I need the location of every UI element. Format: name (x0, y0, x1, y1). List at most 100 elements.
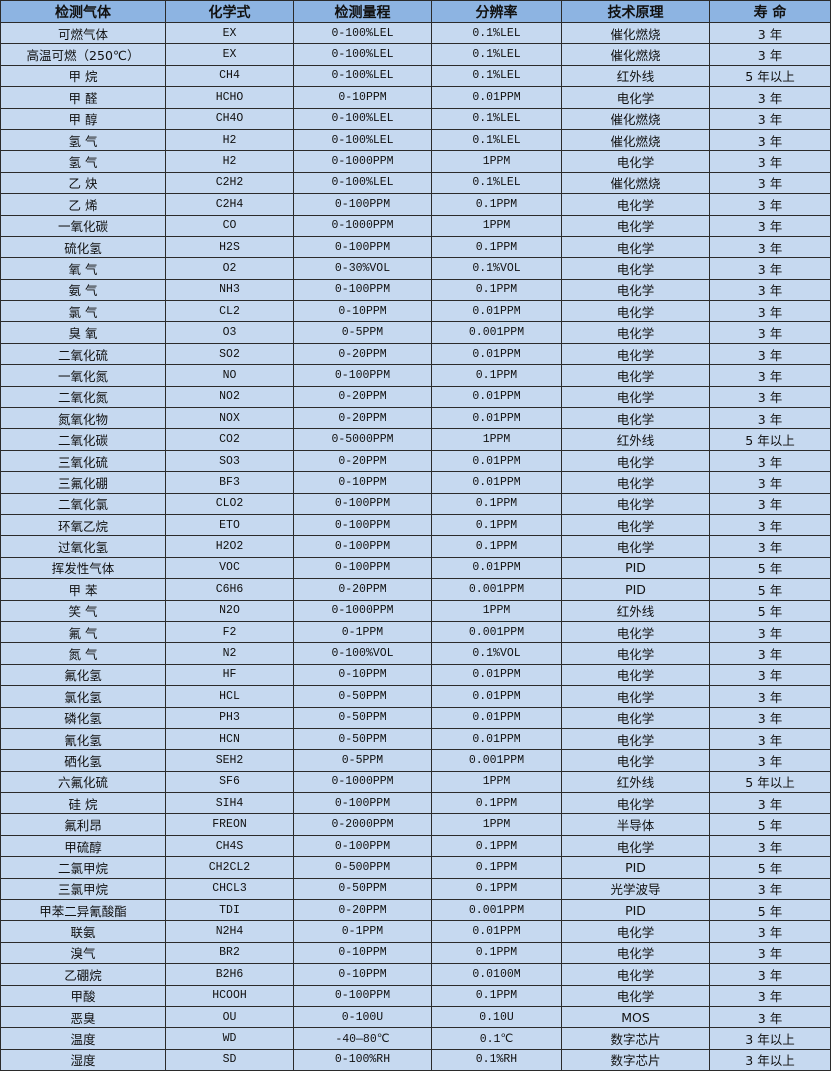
range-cell: 0-100%LEL (293, 171, 432, 195)
lifetime-cell: 3 年 (709, 257, 831, 280)
formula-cell: CH4O (165, 107, 294, 130)
range-cell: 0-100%LEL (293, 43, 432, 66)
header-lifetime: 寿 命 (709, 0, 831, 23)
lifetime-cell: 3 年 (709, 941, 831, 965)
formula-cell: SIH4 (165, 792, 294, 815)
principle-cell: 数字芯片 (561, 1048, 710, 1072)
principle-cell: 电化学 (561, 235, 710, 259)
range-cell: 0-5PPM (293, 749, 432, 772)
resolution-cell: 0.01PPM (431, 727, 562, 751)
principle-cell: 电化学 (561, 642, 710, 665)
formula-cell: SEH2 (165, 749, 294, 772)
header-row: 检测气体 化学式 检测量程 分辨率 技术原理 寿 命 (0, 0, 831, 23)
principle-cell: 电化学 (561, 257, 710, 280)
gas-cell: 硒化氢 (0, 749, 166, 772)
range-cell: 0-100%LEL (293, 64, 432, 88)
formula-cell: NO2 (165, 385, 294, 409)
table-body: 可燃气体 EX 0-100%LEL 0.1%LEL 催化燃烧 3 年高温可燃（250℃） E… (0, 21, 831, 1072)
principle-cell: 电化学 (561, 963, 710, 986)
table-row: 二氧化碳 CO2 0-5000PPM 1PPM 红外线 5 年以上 (0, 428, 831, 451)
lifetime-cell: 3 年 (709, 449, 831, 473)
gas-cell: 氢 气 (0, 128, 166, 152)
formula-cell: O2 (165, 257, 294, 280)
principle-cell: 电化学 (561, 792, 710, 815)
lifetime-cell: 3 年 (709, 642, 831, 665)
gas-cell: 氮氧化物 (0, 407, 166, 430)
lifetime-cell: 3 年 (709, 21, 831, 45)
range-cell: 0-100PPM (293, 193, 432, 216)
principle-cell: PID (561, 899, 710, 922)
range-cell: 0-10PPM (293, 86, 432, 109)
gas-cell: 三氟化硼 (0, 471, 166, 494)
table-row: 氰化氢 HCN 0-50PPM 0.01PPM 电化学 3 年 (0, 727, 831, 751)
resolution-cell: 0.1%RH (431, 1048, 562, 1072)
resolution-cell: 0.001PPM (431, 321, 562, 344)
lifetime-cell: 3 年 (709, 407, 831, 430)
gas-cell: 联氨 (0, 920, 166, 943)
resolution-cell: 0.1PPM (431, 235, 562, 259)
lifetime-cell: 3 年 (709, 43, 831, 66)
range-cell: 0-50PPM (293, 877, 432, 901)
lifetime-cell: 3 年 (709, 321, 831, 344)
formula-cell: SF6 (165, 770, 294, 794)
table-row: 过氧化氢 H2O2 0-100PPM 0.1PPM 电化学 3 年 (0, 535, 831, 558)
principle-cell: 红外线 (561, 599, 710, 622)
table-row: 甲 苯 C6H6 0-20PPM 0.001PPM PID 5 年 (0, 578, 831, 601)
resolution-cell: 0.1PPM (431, 834, 562, 858)
lifetime-cell: 3 年 (709, 706, 831, 729)
formula-cell: HCL (165, 685, 294, 708)
table-row: 高温可燃（250℃） EX 0-100%LEL 0.1%LEL 催化燃烧 3 年 (0, 43, 831, 66)
principle-cell: 数字芯片 (561, 1027, 710, 1050)
formula-cell: SO3 (165, 449, 294, 473)
lifetime-cell: 3 年 (709, 920, 831, 943)
formula-cell: NO (165, 364, 294, 387)
range-cell: 0-100%LEL (293, 107, 432, 130)
table-row: 联氨 N2H4 0-1PPM 0.01PPM 电化学 3 年 (0, 920, 831, 943)
formula-cell: H2 (165, 128, 294, 152)
lifetime-cell: 5 年以上 (709, 64, 831, 88)
resolution-cell: 1PPM (431, 770, 562, 794)
resolution-cell: 0.01PPM (431, 300, 562, 323)
lifetime-cell: 3 年 (709, 620, 831, 644)
resolution-cell: 0.01PPM (431, 449, 562, 473)
gas-cell: 湿度 (0, 1048, 166, 1072)
lifetime-cell: 3 年 (709, 513, 831, 537)
lifetime-cell: 3 年 (709, 107, 831, 130)
principle-cell: 电化学 (561, 727, 710, 751)
table-row: 三氧化硫 SO3 0-20PPM 0.01PPM 电化学 3 年 (0, 449, 831, 473)
resolution-cell: 0.1%LEL (431, 43, 562, 66)
table-row: 氢 气 H2 0-100%LEL 0.1%LEL 催化燃烧 3 年 (0, 128, 831, 152)
table-row: 温度 WD -40—80℃ 0.1℃ 数字芯片 3 年以上 (0, 1027, 831, 1050)
range-cell: 0-100PPM (293, 556, 432, 580)
range-cell: 0-20PPM (293, 342, 432, 366)
resolution-cell: 0.01PPM (431, 663, 562, 687)
gas-cell: 恶臭 (0, 1005, 166, 1029)
range-cell: 0-50PPM (293, 685, 432, 708)
lifetime-cell: 3 年 (709, 342, 831, 366)
table-row: 硅 烷 SIH4 0-100PPM 0.1PPM 电化学 3 年 (0, 792, 831, 815)
resolution-cell: 0.1%LEL (431, 171, 562, 195)
range-cell: 0-10PPM (293, 941, 432, 965)
lifetime-cell: 3 年 (709, 128, 831, 152)
resolution-cell: 0.0100M (431, 963, 562, 986)
range-cell: 0-20PPM (293, 407, 432, 430)
formula-cell: FREON (165, 813, 294, 836)
resolution-cell: 0.001PPM (431, 620, 562, 644)
resolution-cell: 0.1%VOL (431, 257, 562, 280)
range-cell: 0-100PPM (293, 984, 432, 1007)
gas-cell: 氢 气 (0, 150, 166, 173)
range-cell: 0-10PPM (293, 300, 432, 323)
range-cell: 0-100PPM (293, 535, 432, 558)
resolution-cell: 0.1PPM (431, 278, 562, 302)
lifetime-cell: 5 年 (709, 556, 831, 580)
table-row: 二氧化硫 SO2 0-20PPM 0.01PPM 电化学 3 年 (0, 342, 831, 366)
resolution-cell: 0.1%VOL (431, 642, 562, 665)
principle-cell: 电化学 (561, 663, 710, 687)
gas-cell: 硫化氢 (0, 235, 166, 259)
table-row: 甲硫醇 CH4S 0-100PPM 0.1PPM 电化学 3 年 (0, 834, 831, 858)
principle-cell: 电化学 (561, 364, 710, 387)
principle-cell: 半导体 (561, 813, 710, 836)
table-row: 甲 醛 HCHO 0-10PPM 0.01PPM 电化学 3 年 (0, 86, 831, 109)
gas-cell: 乙 烯 (0, 193, 166, 216)
table-row: 二氧化氯 CLO2 0-100PPM 0.1PPM 电化学 3 年 (0, 492, 831, 515)
